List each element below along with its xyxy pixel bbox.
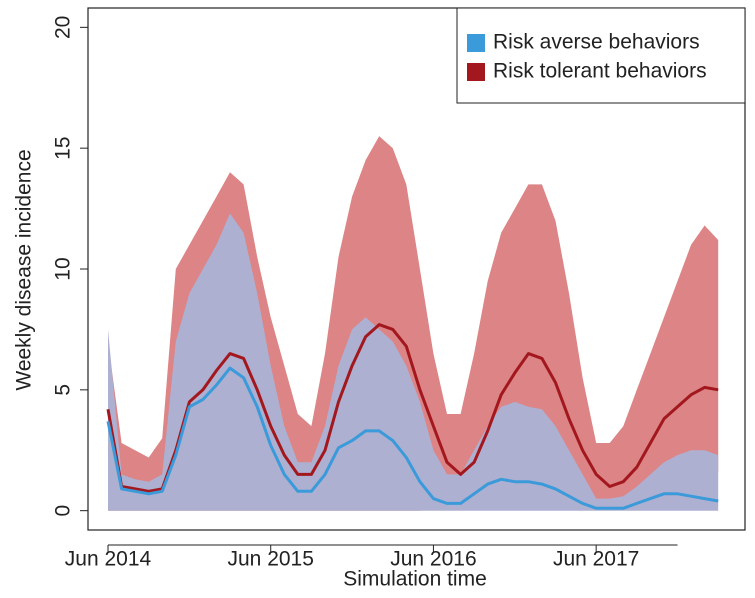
x-tick-label: Jun 2014	[65, 548, 152, 571]
y-tick-label: 10	[52, 257, 75, 280]
y-tick-label: 0	[52, 505, 75, 517]
legend-label: Risk tolerant behaviors	[493, 60, 707, 83]
x-tick-label: Jun 2015	[228, 548, 314, 571]
legend-box	[456, 7, 746, 104]
x-tick-label: Jun 2017	[553, 548, 639, 571]
x-tick-label: Jun 2016	[390, 548, 476, 571]
series-line	[106, 323, 719, 493]
y-axis-title: Weekly disease incidence	[13, 149, 36, 390]
x-axis-title: Simulation time	[343, 568, 487, 591]
legend-swatch	[467, 63, 485, 81]
legend-label: Risk averse behaviors	[493, 31, 700, 54]
y-tick-label: 5	[52, 384, 75, 396]
uncertainty-band	[108, 213, 719, 511]
series-line	[106, 366, 719, 510]
legend-swatch	[467, 34, 485, 52]
y-tick-label: 20	[52, 16, 75, 39]
y-tick-label: 15	[52, 136, 75, 159]
